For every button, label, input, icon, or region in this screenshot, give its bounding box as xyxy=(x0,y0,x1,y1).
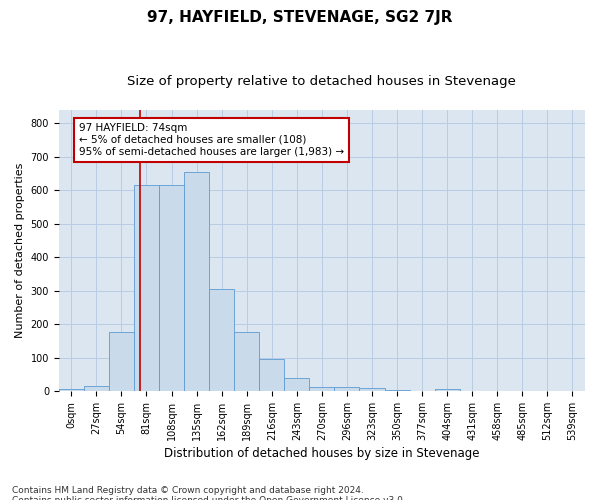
Bar xyxy=(84,386,109,391)
Bar xyxy=(234,332,259,391)
Bar xyxy=(159,186,184,391)
Bar xyxy=(284,378,310,391)
X-axis label: Distribution of detached houses by size in Stevenage: Distribution of detached houses by size … xyxy=(164,447,479,460)
Bar xyxy=(59,390,84,391)
Title: Size of property relative to detached houses in Stevenage: Size of property relative to detached ho… xyxy=(127,75,517,88)
Bar xyxy=(359,388,385,391)
Text: 97, HAYFIELD, STEVENAGE, SG2 7JR: 97, HAYFIELD, STEVENAGE, SG2 7JR xyxy=(147,10,453,25)
Y-axis label: Number of detached properties: Number of detached properties xyxy=(15,163,25,338)
Text: Contains HM Land Registry data © Crown copyright and database right 2024.: Contains HM Land Registry data © Crown c… xyxy=(12,486,364,495)
Bar xyxy=(434,390,460,391)
Bar xyxy=(209,289,234,391)
Bar xyxy=(259,358,284,391)
Bar xyxy=(310,386,334,391)
Bar xyxy=(134,186,159,391)
Bar xyxy=(385,390,410,391)
Text: Contains public sector information licensed under the Open Government Licence v3: Contains public sector information licen… xyxy=(12,496,406,500)
Bar xyxy=(109,332,134,391)
Bar xyxy=(184,172,209,391)
Text: 97 HAYFIELD: 74sqm
← 5% of detached houses are smaller (108)
95% of semi-detache: 97 HAYFIELD: 74sqm ← 5% of detached hous… xyxy=(79,124,344,156)
Bar xyxy=(334,386,359,391)
